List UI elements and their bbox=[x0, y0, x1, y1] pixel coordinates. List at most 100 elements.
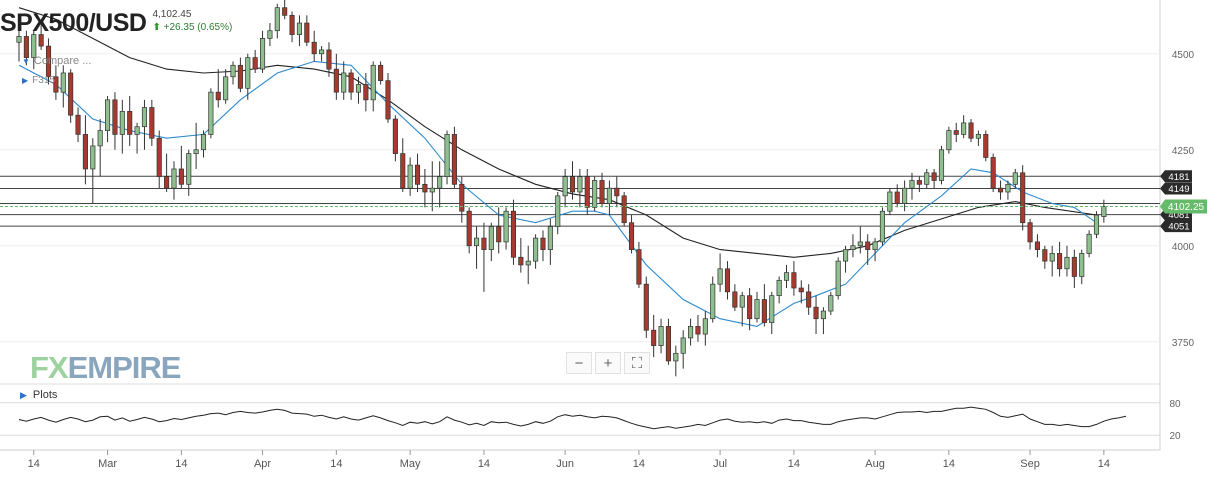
candle-body bbox=[894, 191, 900, 204]
candle-body bbox=[341, 72, 347, 93]
caret-right-icon: ▶ bbox=[20, 390, 27, 400]
candle-body bbox=[783, 272, 790, 281]
candle-body bbox=[636, 249, 642, 285]
candle-body bbox=[813, 306, 819, 320]
x-tick-label: Jul bbox=[713, 458, 727, 470]
up-arrow-icon: ⬆ bbox=[152, 22, 161, 33]
candle-body bbox=[820, 310, 826, 320]
indicator-toggle[interactable]: ▶ F315 bbox=[22, 75, 55, 86]
candle-body bbox=[953, 130, 959, 135]
candle-body bbox=[540, 237, 546, 250]
candle-body bbox=[621, 195, 627, 224]
plots-toggle[interactable]: ▶ Plots bbox=[20, 389, 57, 401]
candle-body bbox=[606, 187, 612, 204]
candle-body bbox=[223, 76, 229, 101]
candle-body bbox=[429, 187, 435, 193]
osc-tick-label: 20 bbox=[1169, 431, 1181, 442]
zoom-in-button[interactable]: + bbox=[595, 352, 621, 374]
candle-body bbox=[171, 168, 177, 189]
candle-body bbox=[141, 107, 148, 128]
x-tick-label: 14 bbox=[330, 458, 342, 470]
candle-body bbox=[510, 210, 517, 258]
candle-body bbox=[577, 176, 583, 193]
candle-body bbox=[1079, 253, 1085, 277]
level-tag-label: 4181 bbox=[1168, 172, 1189, 183]
candle-body bbox=[1005, 183, 1011, 193]
candle-body bbox=[370, 64, 376, 101]
candle-body bbox=[215, 91, 221, 101]
candle-body bbox=[990, 157, 996, 189]
candle-body bbox=[237, 64, 243, 89]
candle-body bbox=[363, 84, 369, 101]
chart-header: SPX500/USD 4,102.45 ⬆ +26.35 (0.65%) bbox=[0, 8, 232, 42]
candle-body bbox=[916, 180, 922, 185]
candle-body bbox=[983, 134, 989, 158]
candle-body bbox=[319, 49, 325, 55]
candle-body bbox=[1042, 249, 1048, 262]
y-tick-label: 4250 bbox=[1172, 146, 1195, 157]
change-value: +26.35 (0.65%) bbox=[163, 22, 233, 33]
candle-body bbox=[208, 91, 214, 135]
candle-body bbox=[791, 272, 797, 289]
candle-body bbox=[643, 283, 649, 331]
indicator-label: F315 bbox=[32, 75, 55, 86]
y-tick-label: 4500 bbox=[1172, 50, 1195, 61]
candle-body bbox=[385, 80, 391, 120]
candle-body bbox=[997, 187, 1004, 193]
candle-body bbox=[259, 38, 266, 70]
candle-body bbox=[828, 295, 834, 312]
candle-body bbox=[569, 176, 576, 193]
candle-body bbox=[414, 164, 421, 185]
candle-body bbox=[665, 326, 671, 362]
candle-body bbox=[651, 329, 657, 346]
candle-body bbox=[599, 180, 605, 204]
candle-body bbox=[60, 72, 66, 93]
candle-body bbox=[333, 68, 339, 93]
candle-body bbox=[533, 237, 539, 262]
candle-body bbox=[422, 183, 428, 193]
candle-body bbox=[348, 72, 354, 93]
x-tick-label: Aug bbox=[865, 458, 885, 470]
x-tick-label: Jun bbox=[556, 458, 574, 470]
candle-body bbox=[776, 279, 782, 297]
logo-empire: EMPIRE bbox=[67, 350, 182, 385]
x-tick-label: May bbox=[400, 458, 421, 470]
candle-body bbox=[688, 326, 694, 339]
candle-body bbox=[555, 195, 561, 227]
candle-body bbox=[68, 72, 74, 116]
quote-block: 4,102.45 ⬆ +26.35 (0.65%) bbox=[152, 8, 232, 34]
fullscreen-button[interactable]: ⛶ bbox=[624, 352, 650, 374]
x-tick-label: Apr bbox=[254, 458, 271, 470]
candle-body bbox=[53, 76, 59, 93]
candle-body bbox=[437, 176, 443, 189]
candle-body bbox=[186, 153, 192, 185]
candle-body bbox=[1064, 256, 1070, 270]
candle-body bbox=[628, 222, 635, 250]
candle-body bbox=[1071, 256, 1077, 277]
candle-body bbox=[451, 134, 457, 185]
ma-fast-line bbox=[18, 60, 1097, 327]
x-tick-label: 14 bbox=[633, 458, 645, 470]
candle-body bbox=[407, 164, 413, 189]
candle-body bbox=[525, 260, 531, 266]
candle-body bbox=[488, 226, 494, 250]
candle-body bbox=[968, 122, 974, 139]
candle-body bbox=[739, 295, 745, 308]
candle-body bbox=[503, 210, 509, 243]
zoom-out-button[interactable]: − bbox=[566, 352, 592, 374]
candle-body bbox=[1086, 233, 1092, 254]
last-price-tag bbox=[1160, 199, 1207, 214]
x-tick-label: 14 bbox=[1098, 458, 1110, 470]
y-tick-label: 3750 bbox=[1172, 338, 1195, 349]
candle-body bbox=[474, 237, 480, 247]
candle-body bbox=[724, 268, 731, 293]
candle-body bbox=[304, 22, 310, 43]
candle-body bbox=[112, 99, 118, 135]
x-tick-label: Mar bbox=[98, 458, 117, 470]
x-tick-label: 14 bbox=[788, 458, 800, 470]
candle-body bbox=[134, 126, 140, 135]
candle-body bbox=[702, 318, 708, 335]
compare-dropdown[interactable]: ▼ Compare ... bbox=[22, 55, 91, 67]
candle-body bbox=[392, 118, 398, 154]
